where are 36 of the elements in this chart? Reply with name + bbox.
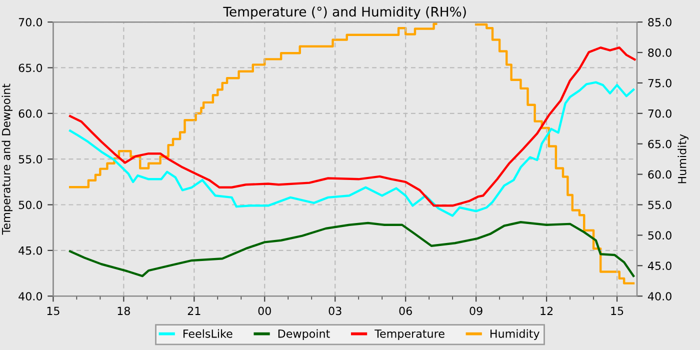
y-tick-label: 55.0 bbox=[18, 155, 42, 164]
y2-tick-label: 85.0 bbox=[648, 18, 672, 26]
legend-label: Dewpoint bbox=[278, 329, 330, 340]
x-tick-label: 12 bbox=[540, 306, 553, 315]
y2-tick-label: 70.0 bbox=[648, 109, 672, 118]
y-tick-label: 50.0 bbox=[18, 200, 42, 210]
y2-axis-title: Humidity bbox=[678, 134, 688, 184]
legend-label: Humidity bbox=[490, 329, 540, 340]
x-tick-label: 03 bbox=[328, 306, 342, 316]
y-axis-title: Temperature and Dewpoint bbox=[2, 84, 12, 235]
legend-label: Temperature bbox=[374, 330, 444, 340]
y-tick-label: 70.0 bbox=[18, 18, 42, 26]
legend-label: FeelsLike bbox=[184, 329, 232, 338]
y2-tick-label: 65.0 bbox=[648, 140, 672, 148]
y2-tick-label: 55.0 bbox=[648, 200, 672, 210]
y2-tick-label: 80.0 bbox=[648, 48, 672, 57]
line-series bbox=[69, 46, 636, 207]
y2-tick-label: 60.0 bbox=[648, 170, 672, 179]
y2-tick-label: 45.0 bbox=[648, 262, 672, 270]
chart-title: Temperature (°) and Humidity (RH%) bbox=[223, 6, 466, 20]
x-tick-label: 15 bbox=[47, 306, 60, 316]
y-tick-label: 40.0 bbox=[18, 292, 42, 300]
line-series bbox=[69, 220, 635, 278]
line-series bbox=[69, 81, 635, 217]
y2-tick-label: 40.0 bbox=[648, 292, 672, 300]
x-tick-label: 18 bbox=[118, 306, 130, 316]
x-tick-label: 15 bbox=[611, 306, 624, 316]
y-tick-label: 45.0 bbox=[18, 246, 42, 255]
x-tick-label: 21 bbox=[188, 306, 200, 315]
y-tick-label: 60.0 bbox=[18, 109, 42, 118]
y-tick-label: 65.0 bbox=[18, 64, 42, 72]
y2-tick-label: 75.0 bbox=[648, 78, 672, 88]
x-tick-label: 00 bbox=[258, 306, 271, 316]
y2-tick-label: 50.0 bbox=[648, 231, 672, 240]
x-tick-label: 09 bbox=[470, 306, 482, 316]
x-tick-label: 06 bbox=[399, 306, 412, 316]
